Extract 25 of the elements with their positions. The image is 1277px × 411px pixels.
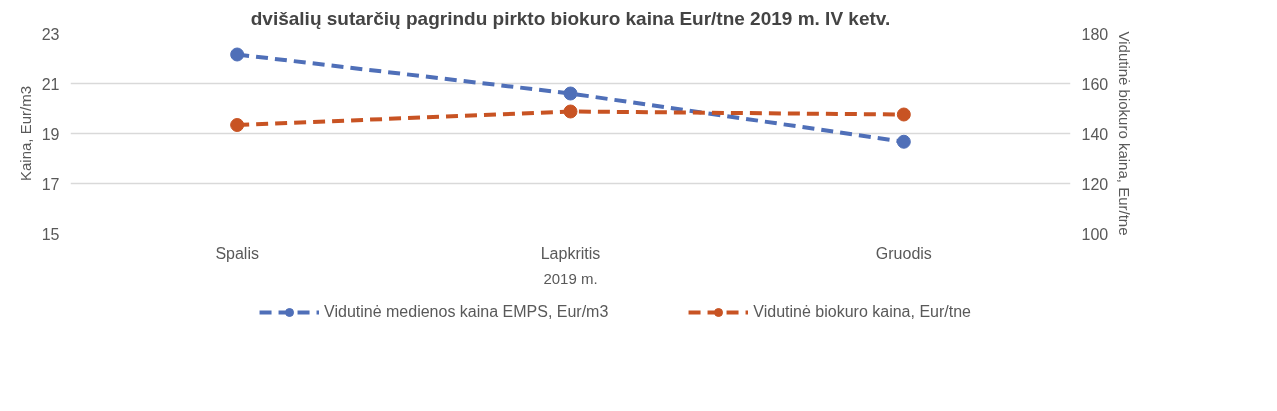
y2-tick-label: 180: [1081, 25, 1109, 43]
y2-tick-label: 100: [1081, 225, 1109, 243]
y-tick-label: 15: [41, 225, 60, 243]
y2-tick-label: 140: [1081, 125, 1109, 143]
x-tick-label: Lapkritis: [540, 244, 601, 262]
point: [896, 107, 911, 122]
x-axis-title: 2019 m.: [543, 269, 598, 287]
point: [563, 104, 578, 119]
y2-axis-title: Vidutinė biokuro kaina, Eur/tne: [1116, 31, 1134, 236]
x-tick-label: Spalis: [215, 244, 259, 262]
y-axis-title: Kaina, Eur/m3: [16, 85, 34, 182]
point: [230, 47, 245, 62]
point: [563, 86, 578, 101]
legend-label: Vidutinė medienos kaina EMPS, Eur/m3: [324, 302, 609, 321]
point: [896, 134, 911, 149]
point: [230, 118, 245, 132]
chart-title: dvišalių sutarčių pagrindu pirkto biokuro kaina Eur/tne 2019 m. IV ketv.: [250, 7, 891, 29]
y2-tick-label: 120: [1081, 175, 1109, 193]
y-tick-label: 19: [41, 125, 60, 143]
y2-tick-label: 160: [1081, 75, 1109, 93]
x-tick-label: Gruodis: [875, 244, 932, 262]
y-tick-label: 21: [41, 75, 60, 93]
legend-label: Vidutinė biokuro kaina, Eur/tne: [753, 302, 971, 321]
y-tick-label: 23: [41, 25, 60, 43]
y-tick-label: 17: [41, 175, 60, 193]
